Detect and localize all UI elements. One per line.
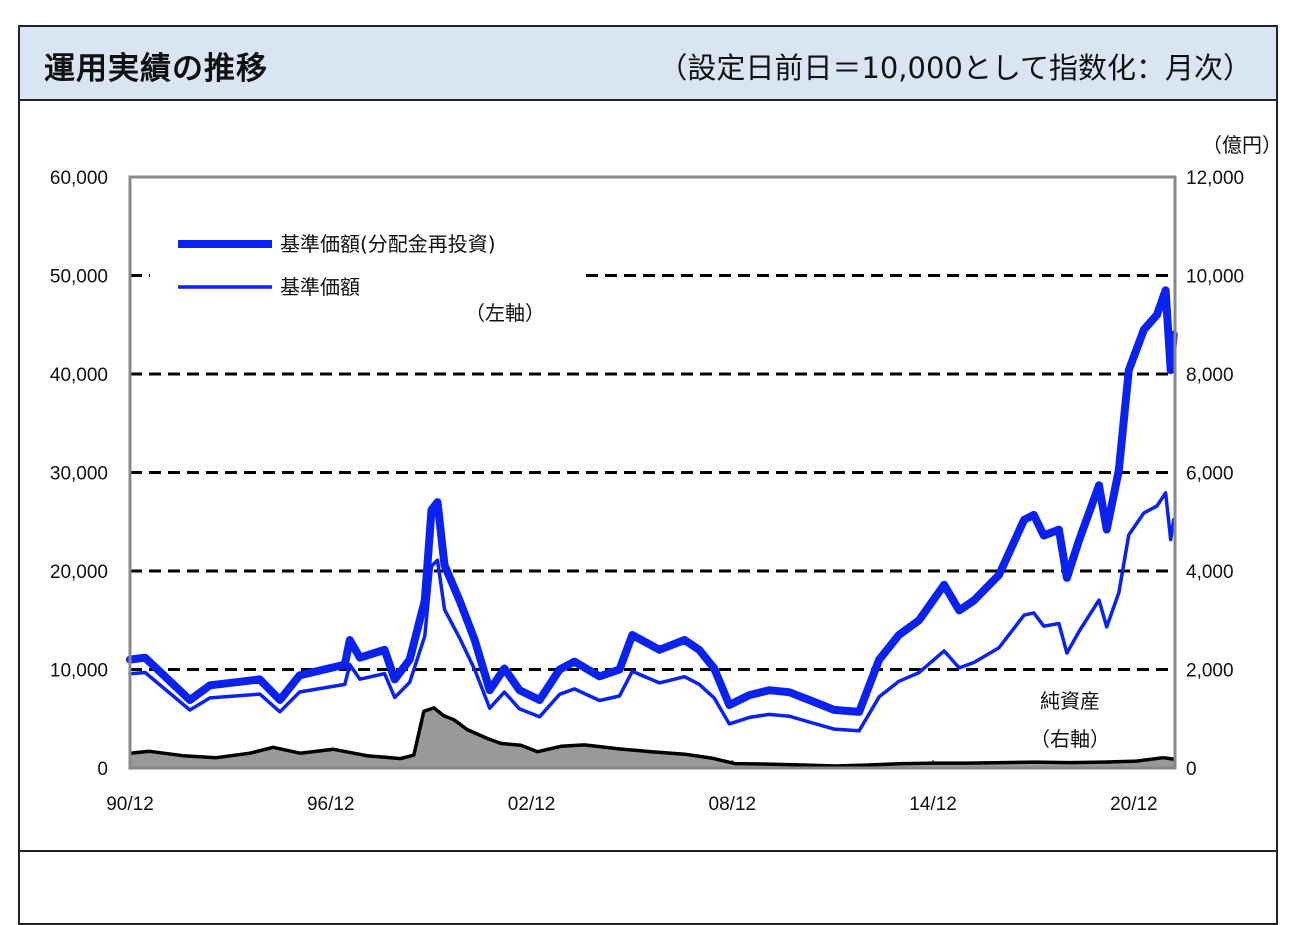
panel-header: 運用実績の推移 （設定日前日＝10,000として指数化：月次） [20,27,1276,101]
x-axis-tick-label: 14/12 [909,794,957,815]
left-axis-tick-label: 60,000 [50,168,108,189]
left-axis-tick-label: 40,000 [50,365,108,386]
left-axis-annotation: （左軸） [465,301,545,325]
left-axis-tick-label: 0 [97,759,108,780]
nav-reinvested-line [126,286,1178,716]
right-axis-tick-label: 12,000 [1186,168,1244,189]
left-axis-tick-label: 20,000 [50,562,108,583]
net-assets-annotation: 純資産 [1040,689,1100,713]
x-axis-tick-label: 90/12 [106,794,154,815]
right-axis-tick-label: 4,000 [1186,562,1234,583]
right-axis-tick-label: 6,000 [1186,464,1234,485]
legend-label-reinvested: 基準価額(分配金再投資) [280,232,496,256]
net-assets-area [130,707,1174,768]
left-axis-tick-label: 10,000 [50,661,108,682]
right-axis-tick-label: 2,000 [1186,661,1234,682]
panel-subtitle: （設定日前日＝10,000として指数化：月次） [658,51,1252,85]
nav-line [128,491,1176,733]
x-axis-tick-label: 08/12 [709,794,757,815]
panel-title: 運用実績の推移 [44,51,268,87]
net-assets-line [129,706,1174,768]
right-axis-tick-label: 8,000 [1186,365,1234,386]
x-axis-tick-label: 96/12 [307,794,355,815]
x-axis-tick-label: 02/12 [508,794,556,815]
x-axis-tick-label: 20/12 [1110,794,1158,815]
panel-divider [20,850,1276,852]
left-axis-tick-label: 50,000 [50,267,108,288]
left-axis-tick-label: 30,000 [50,464,108,485]
right-axis-unit: （億円） [1202,133,1282,157]
right-axis-tick-label: 10,000 [1186,267,1244,288]
plot-border [128,175,1177,770]
legend-label-nav: 基準価額 [280,275,360,299]
right-axis-annotation: （右軸） [1030,727,1110,751]
performance-chart: 0 10,000 20,000 30,000 40,000 50,000 60,000 0 2,… [50,133,1282,815]
right-axis-tick-label: 0 [1186,759,1197,780]
